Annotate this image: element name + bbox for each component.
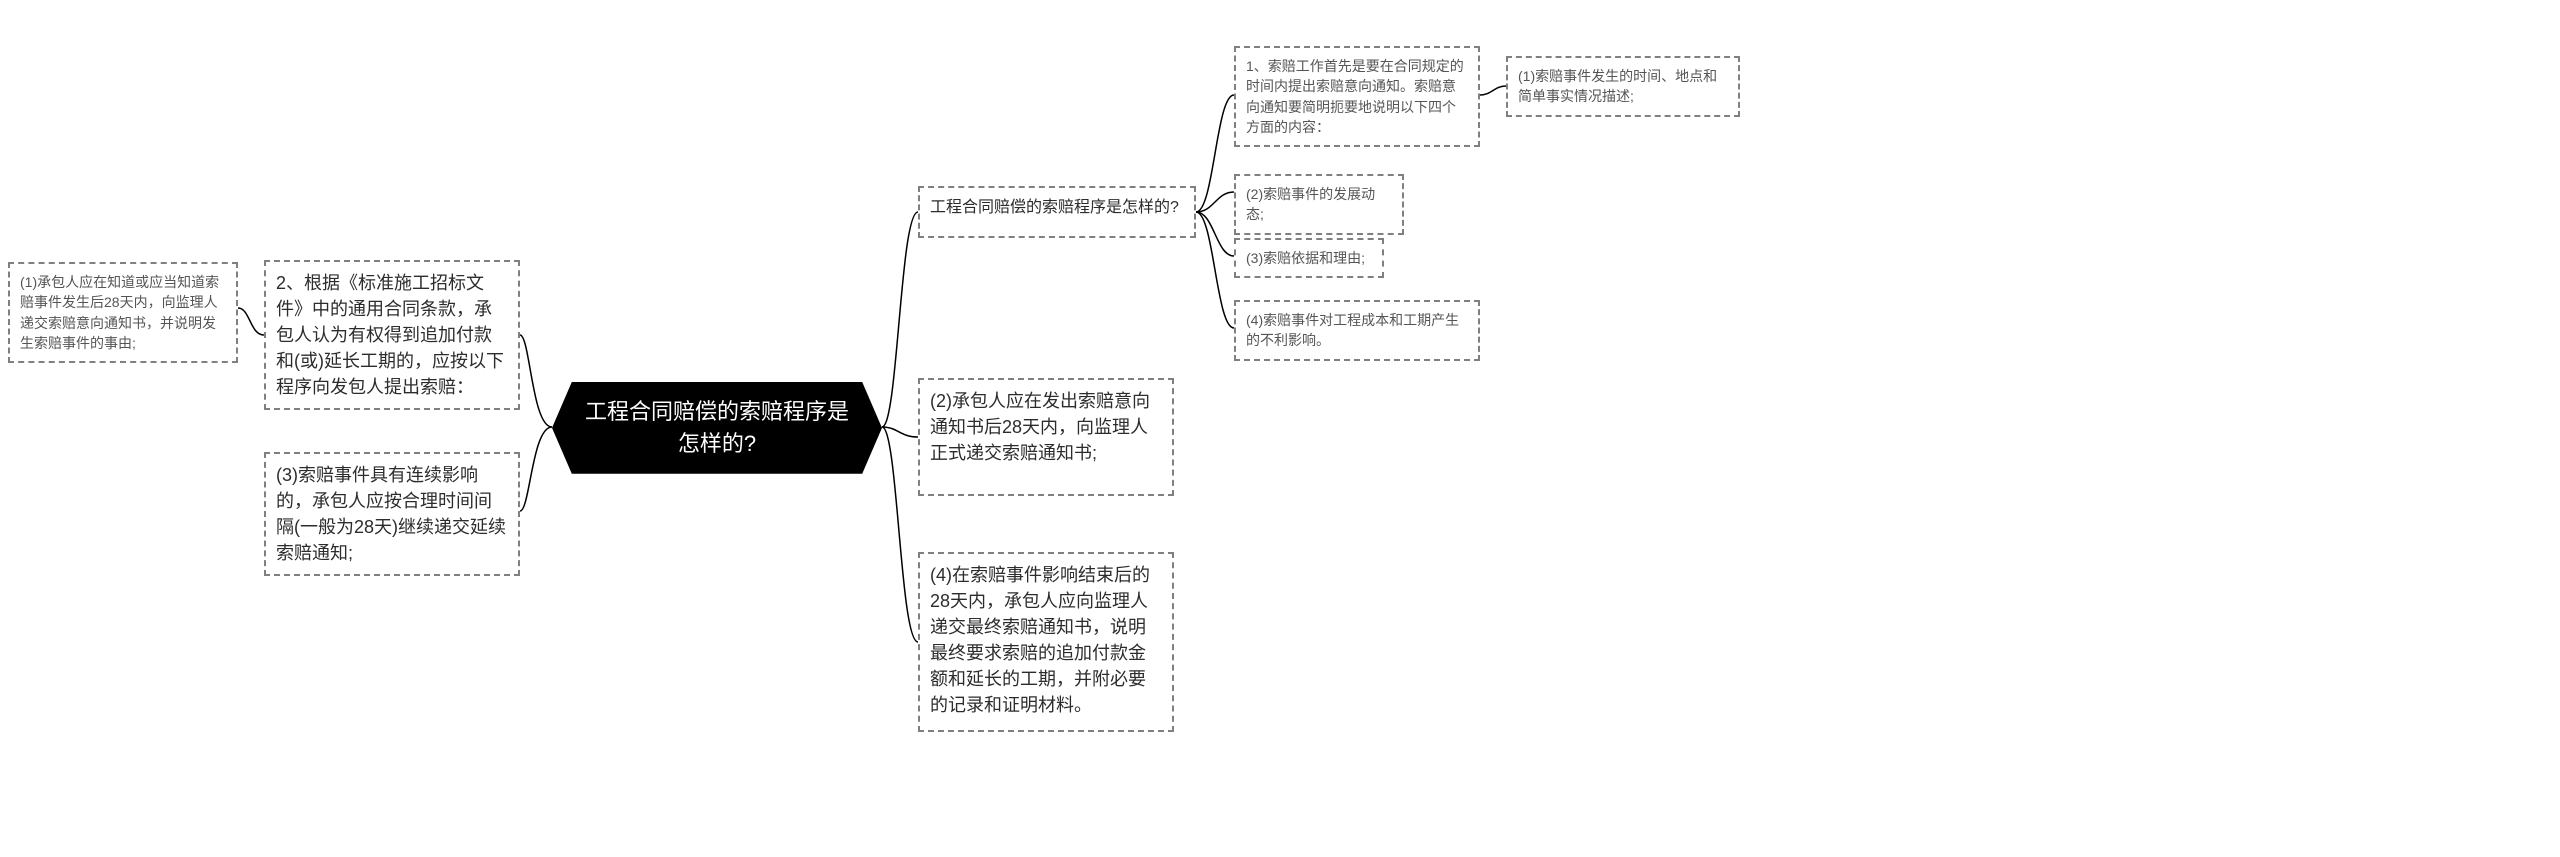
root-node: 工程合同赔偿的索赔程序是怎样的? bbox=[552, 382, 882, 474]
right-node-3: (4)在索赔事件影响结束后的28天内，承包人应向监理人递交最终索赔通知书，说明最… bbox=[918, 552, 1174, 732]
node-text: (3)索赔事件具有连续影响的，承包人应按合理时间间隔(一般为28天)继续递交延续… bbox=[276, 465, 506, 563]
r1-child-4: (4)索赔事件对工程成本和工期产生的不利影响。 bbox=[1234, 300, 1480, 361]
right-node-1: 工程合同赔偿的索赔程序是怎样的? bbox=[918, 186, 1196, 238]
root-label: 工程合同赔偿的索赔程序是怎样的? bbox=[580, 396, 854, 460]
r1-child-3: (3)索赔依据和理由; bbox=[1234, 238, 1384, 278]
left-node-2-child: (1)承包人应在知道或应当知道索赔事件发生后28天内，向监理人递交索赔意向通知书… bbox=[8, 262, 238, 363]
node-text: (3)索赔依据和理由; bbox=[1246, 250, 1365, 266]
node-text: (2)索赔事件的发展动态; bbox=[1246, 186, 1375, 222]
mindmap-canvas: 工程合同赔偿的索赔程序是怎样的? 2、根据《标准施工招标文件》中的通用合同条款，… bbox=[0, 0, 2560, 857]
left-node-3: (3)索赔事件具有连续影响的，承包人应按合理时间间隔(一般为28天)继续递交延续… bbox=[264, 452, 520, 576]
node-text: (4)在索赔事件影响结束后的28天内，承包人应向监理人递交最终索赔通知书，说明最… bbox=[930, 565, 1150, 715]
node-text: (4)索赔事件对工程成本和工期产生的不利影响。 bbox=[1246, 312, 1459, 348]
node-text: 2、根据《标准施工招标文件》中的通用合同条款，承包人认为有权得到追加付款和(或)… bbox=[276, 273, 504, 397]
node-text: (2)承包人应在发出索赔意向通知书后28天内，向监理人正式递交索赔通知书; bbox=[930, 391, 1150, 463]
left-node-2: 2、根据《标准施工招标文件》中的通用合同条款，承包人认为有权得到追加付款和(或)… bbox=[264, 260, 520, 410]
node-text: 1、索赔工作首先是要在合同规定的时间内提出索赔意向通知。索赔意向通知要简明扼要地… bbox=[1246, 58, 1464, 135]
r1-child-1-child: (1)索赔事件发生的时间、地点和简单事实情况描述; bbox=[1506, 56, 1740, 117]
r1-child-2: (2)索赔事件的发展动态; bbox=[1234, 174, 1404, 235]
node-text: (1)索赔事件发生的时间、地点和简单事实情况描述; bbox=[1518, 68, 1717, 104]
r1-child-1: 1、索赔工作首先是要在合同规定的时间内提出索赔意向通知。索赔意向通知要简明扼要地… bbox=[1234, 46, 1480, 147]
node-text: 工程合同赔偿的索赔程序是怎样的? bbox=[930, 199, 1179, 216]
node-text: (1)承包人应在知道或应当知道索赔事件发生后28天内，向监理人递交索赔意向通知书… bbox=[20, 274, 219, 351]
right-node-2: (2)承包人应在发出索赔意向通知书后28天内，向监理人正式递交索赔通知书; bbox=[918, 378, 1174, 496]
